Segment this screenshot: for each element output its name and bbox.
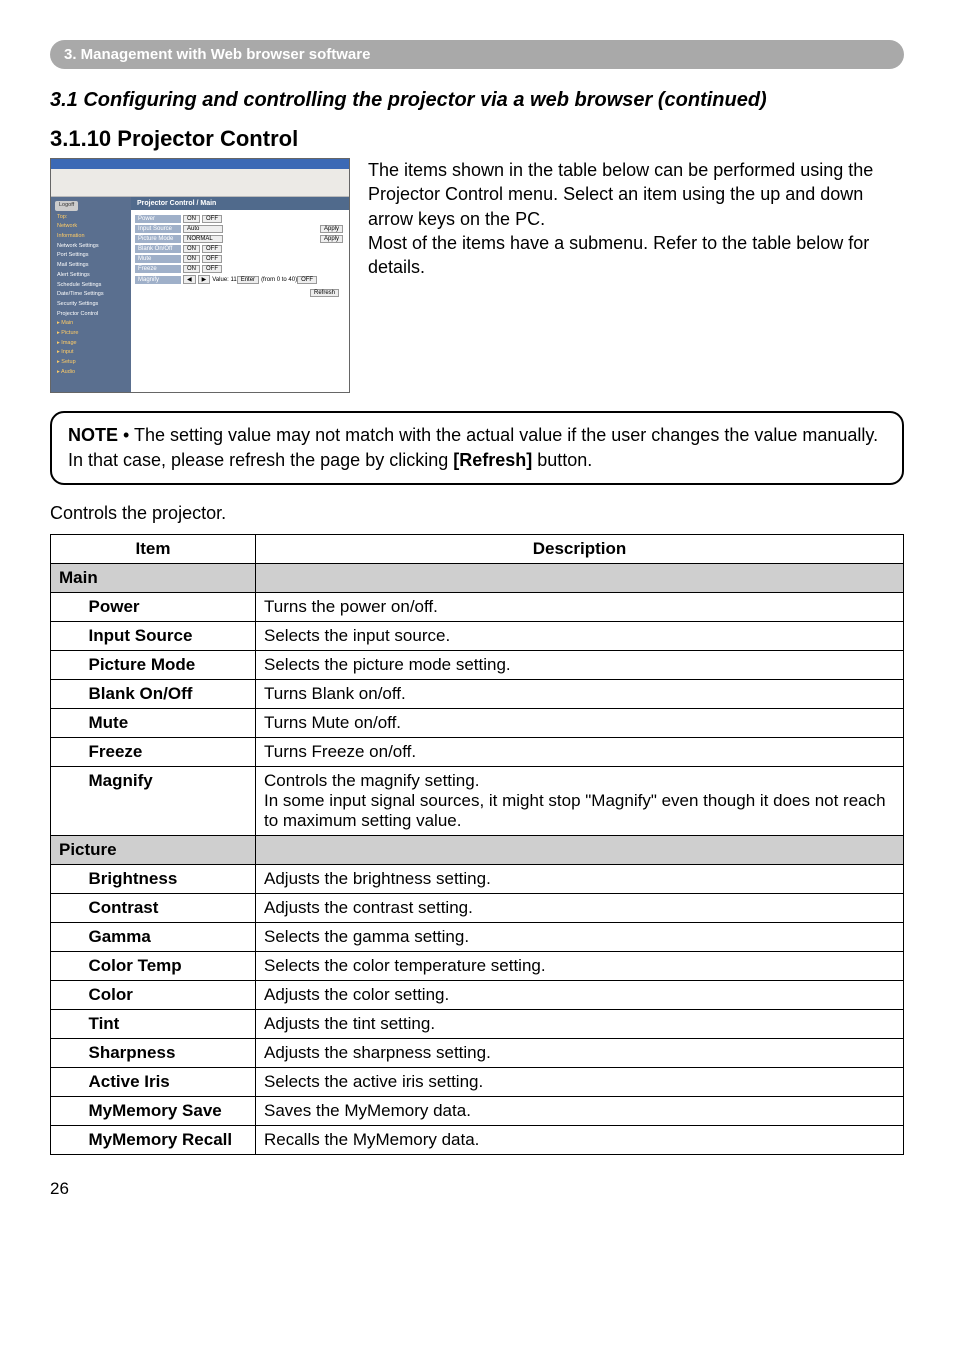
group-main: Main	[51, 564, 256, 593]
item-active-iris: Active Iris	[69, 1068, 256, 1097]
item-power: Power	[69, 593, 256, 622]
note-box: NOTE • The setting value may not match w…	[50, 411, 904, 485]
desc-freeze: Turns Freeze on/off.	[256, 738, 904, 767]
desc-blank-on-off: Turns Blank on/off.	[256, 680, 904, 709]
item-mymemory-recall: MyMemory Recall	[69, 1126, 256, 1155]
note-label: NOTE	[68, 425, 118, 445]
group-picture: Picture	[51, 836, 256, 865]
item-gamma: Gamma	[69, 923, 256, 952]
desc-contrast: Adjusts the contrast setting.	[256, 894, 904, 923]
refresh-bold: [Refresh]	[453, 450, 532, 470]
desc-mymemory-save: Saves the MyMemory data.	[256, 1097, 904, 1126]
item-contrast: Contrast	[69, 894, 256, 923]
screenshot-sidebar: Logoff Top: Network Information Network …	[51, 197, 131, 392]
item-freeze: Freeze	[69, 738, 256, 767]
desc-active-iris: Selects the active iris setting.	[256, 1068, 904, 1097]
item-magnify: Magnify	[69, 767, 256, 836]
header-description: Description	[256, 535, 904, 564]
intro-text: The items shown in the table below can b…	[368, 158, 904, 393]
desc-magnify: Controls the magnify setting.In some inp…	[256, 767, 904, 836]
controls-line: Controls the projector.	[50, 503, 904, 524]
desc-mymemory-recall: Recalls the MyMemory data.	[256, 1126, 904, 1155]
desc-gamma: Selects the gamma setting.	[256, 923, 904, 952]
refresh-button: Refresh	[310, 289, 339, 297]
logoff-button: Logoff	[55, 201, 78, 211]
desc-mute: Turns Mute on/off.	[256, 709, 904, 738]
screenshot-main: Projector Control / Main PowerONOFF Inpu…	[131, 197, 349, 392]
desc-picture-mode: Selects the picture mode setting.	[256, 651, 904, 680]
item-brightness: Brightness	[69, 865, 256, 894]
item-picture-mode: Picture Mode	[69, 651, 256, 680]
subsection-heading: 3.1.10 Projector Control	[50, 126, 904, 152]
desc-color: Adjusts the color setting.	[256, 981, 904, 1010]
item-tint: Tint	[69, 1010, 256, 1039]
control-table: Item Description MainPowerTurns the powe…	[50, 534, 904, 1155]
item-color-temp: Color Temp	[69, 952, 256, 981]
item-input-source: Input Source	[69, 622, 256, 651]
header-item: Item	[51, 535, 256, 564]
item-mute: Mute	[69, 709, 256, 738]
item-mymemory-save: MyMemory Save	[69, 1097, 256, 1126]
item-color: Color	[69, 981, 256, 1010]
desc-brightness: Adjusts the brightness setting.	[256, 865, 904, 894]
section-banner: 3. Management with Web browser software	[50, 40, 904, 69]
desc-power: Turns the power on/off.	[256, 593, 904, 622]
desc-tint: Adjusts the tint setting.	[256, 1010, 904, 1039]
intro-block: Logoff Top: Network Information Network …	[50, 158, 904, 393]
desc-sharpness: Adjusts the sharpness setting.	[256, 1039, 904, 1068]
item-sharpness: Sharpness	[69, 1039, 256, 1068]
desc-color-temp: Selects the color temperature setting.	[256, 952, 904, 981]
page-number: 26	[50, 1179, 904, 1199]
item-blank-on-off: Blank On/Off	[69, 680, 256, 709]
note-tail: button.	[532, 450, 592, 470]
section-heading: 3.1 Configuring and controlling the proj…	[50, 89, 904, 112]
screenshot-thumbnail: Logoff Top: Network Information Network …	[50, 158, 350, 393]
desc-input-source: Selects the input source.	[256, 622, 904, 651]
